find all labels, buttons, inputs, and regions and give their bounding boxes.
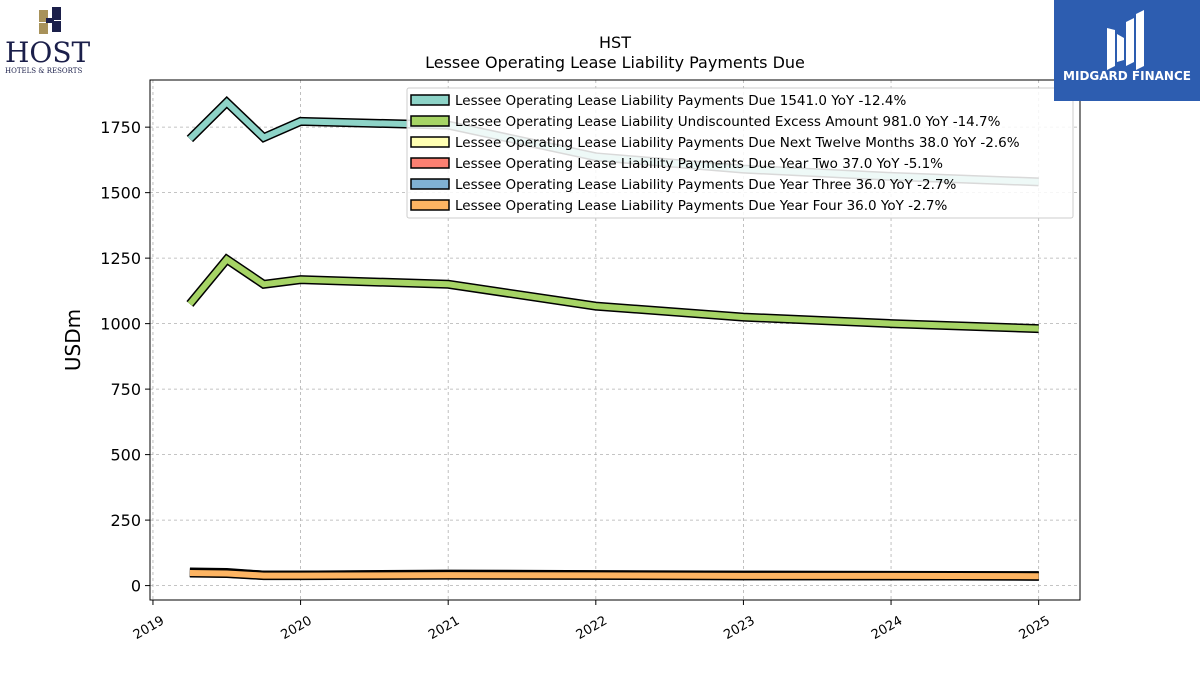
y-tick-label: 750 — [110, 380, 141, 399]
y-tick-label: 1750 — [100, 118, 141, 137]
y-axis-label: USDm — [61, 309, 85, 371]
legend-label: Lessee Operating Lease Liability Undisco… — [455, 114, 1001, 130]
y-tick-label: 500 — [110, 446, 141, 465]
y-tick-label: 250 — [110, 511, 141, 530]
host-logo: HOST HOTELS & RESORTS — [2, 4, 102, 75]
series-line — [187, 255, 1039, 332]
x-tick-label: 2019 — [131, 613, 167, 643]
legend-swatch — [410, 94, 450, 106]
plot-frame — [149, 79, 1081, 601]
x-tick-label: 2020 — [279, 613, 315, 643]
legend-label: Lessee Operating Lease Liability Payment… — [455, 177, 957, 193]
midgard-logo: MIDGARD FINANCE — [1054, 0, 1200, 101]
legend-label: Lessee Operating Lease Liability Payment… — [455, 135, 1020, 151]
chart-ticker: HST — [599, 33, 631, 52]
midgard-logo-wordmark: MIDGARD FINANCE — [1063, 69, 1191, 83]
legend-swatch — [410, 157, 450, 169]
x-tick-label: 2021 — [426, 613, 462, 643]
host-logo-wordmark: HOST — [5, 36, 91, 69]
midgard-logo-mark-icon: MIDGARD FINANCE — [1063, 10, 1191, 83]
legend-box — [406, 87, 1074, 219]
y-tick-label: 1250 — [100, 249, 141, 268]
legend-label: Lessee Operating Lease Liability Payment… — [455, 156, 943, 172]
host-logo-mark-icon: HOST HOTELS & RESORTS — [5, 7, 91, 75]
y-tick-label: 0 — [131, 577, 141, 596]
legend-swatch — [410, 136, 450, 148]
legend-label: Lessee Operating Lease Liability Payment… — [455, 93, 906, 109]
legend-swatch — [410, 199, 450, 211]
y-tick-label: 1000 — [100, 315, 141, 334]
series-line — [189, 570, 1039, 580]
chart-title-block: HST Lessee Operating Lease Liability Pay… — [150, 33, 1080, 73]
chart-title: Lessee Operating Lease Liability Payment… — [425, 53, 805, 72]
x-tick-label: 2025 — [1017, 613, 1053, 643]
legend-swatch — [410, 178, 450, 190]
y-tick-label: 1500 — [100, 184, 141, 203]
x-tick-label: 2022 — [574, 613, 610, 643]
legend: Lessee Operating Lease Liability Payment… — [406, 87, 1074, 219]
legend-swatch — [410, 115, 450, 127]
x-tick-label: 2023 — [721, 613, 757, 643]
x-tick-label: 2024 — [869, 613, 905, 643]
host-logo-tagline: HOTELS & RESORTS — [5, 67, 82, 75]
legend-label: Lessee Operating Lease Liability Payment… — [455, 198, 948, 214]
